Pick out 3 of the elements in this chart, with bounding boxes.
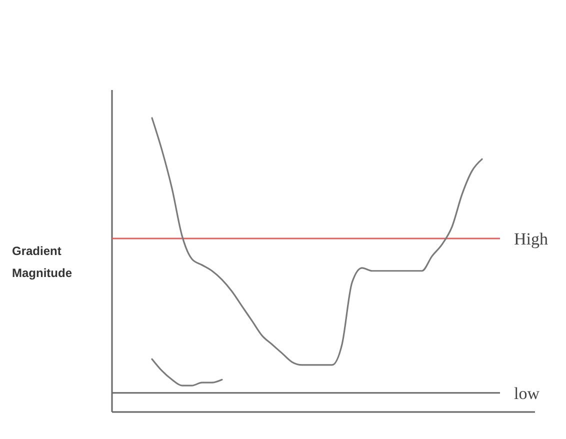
y-axis-title: Gradient Magnitude xyxy=(12,244,72,280)
ref-line-label: High xyxy=(514,230,548,249)
ref-line-label: low xyxy=(514,384,540,403)
